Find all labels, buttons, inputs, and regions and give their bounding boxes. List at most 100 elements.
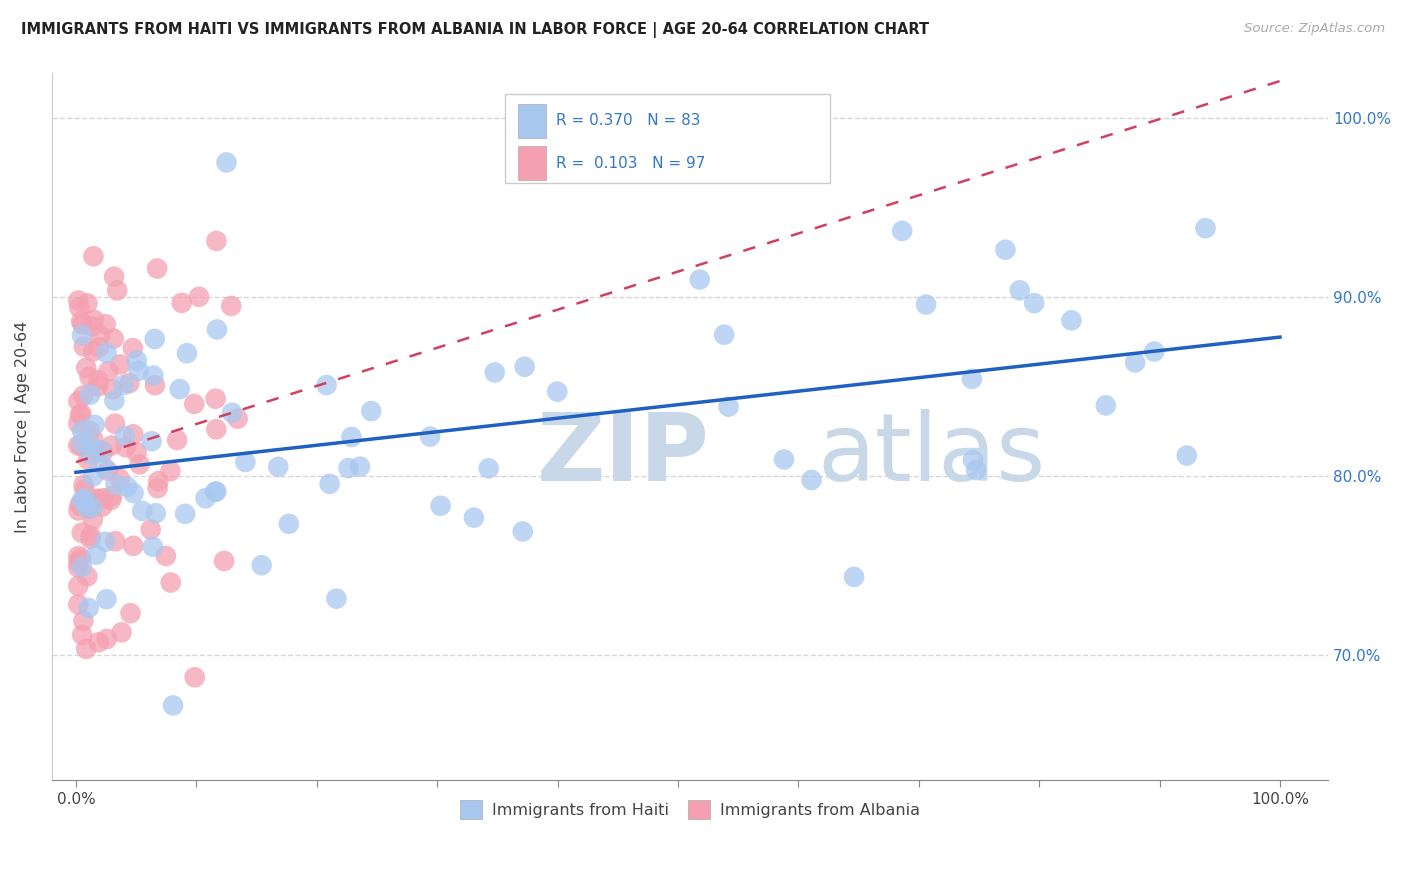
Point (87, 373, 110, 387)
Point (773, 452, 796, 467)
Point (139, 523, 162, 537)
Point (115, 480, 138, 494)
Point (141, 434, 163, 449)
Point (318, 476, 340, 491)
Point (69, 408, 91, 422)
Point (79, 501, 101, 516)
Point (315, 378, 337, 392)
Point (122, 539, 145, 553)
Point (70, 525, 93, 540)
Point (842, 570, 865, 584)
FancyBboxPatch shape (517, 103, 546, 137)
Point (188, 290, 211, 304)
Text: Source: ZipAtlas.com: Source: ZipAtlas.com (1244, 22, 1385, 36)
Point (67, 560, 90, 574)
Point (70, 314, 93, 328)
Point (146, 481, 169, 495)
Point (67, 394, 90, 409)
Point (1143, 344, 1166, 359)
Point (70, 438, 93, 452)
Point (67, 438, 90, 452)
Point (337, 461, 360, 475)
Point (143, 332, 166, 346)
Point (82, 500, 104, 515)
Point (75, 360, 97, 375)
Point (87, 379, 110, 393)
Point (91, 500, 114, 514)
Point (104, 477, 127, 491)
Point (155, 549, 177, 563)
Point (174, 507, 197, 521)
Point (215, 155, 238, 169)
Point (484, 366, 506, 380)
Point (101, 382, 124, 396)
Point (67, 301, 90, 315)
Point (96, 592, 118, 607)
Point (70, 500, 93, 514)
Point (97, 364, 120, 378)
Point (962, 453, 984, 467)
Point (70, 551, 93, 566)
Point (76, 500, 98, 515)
Point (94, 461, 117, 475)
Point (101, 489, 124, 503)
Point (512, 524, 534, 539)
Y-axis label: In Labor Force | Age 20-64: In Labor Force | Age 20-64 (15, 320, 31, 533)
Text: atlas: atlas (818, 409, 1046, 500)
Point (131, 504, 153, 518)
Point (513, 359, 536, 374)
Point (72, 318, 94, 332)
Point (82, 513, 104, 527)
Point (194, 491, 217, 506)
Point (118, 376, 141, 390)
Point (77, 601, 100, 615)
Point (162, 698, 184, 713)
Point (80, 319, 103, 334)
Point (94, 534, 117, 549)
Point (105, 284, 128, 298)
Point (87, 444, 110, 458)
Point (73, 339, 96, 353)
Point (170, 296, 193, 310)
Point (994, 243, 1017, 257)
Point (103, 332, 125, 346)
Point (148, 475, 170, 489)
Point (205, 422, 228, 436)
Point (67, 503, 90, 517)
Point (159, 464, 181, 478)
Point (114, 429, 136, 443)
Point (69, 498, 91, 512)
Point (93, 491, 115, 506)
Point (965, 463, 987, 477)
Point (146, 261, 169, 276)
Point (1094, 398, 1116, 412)
Point (713, 327, 735, 342)
Point (122, 427, 145, 442)
Point (82, 433, 104, 447)
Point (79, 388, 101, 402)
Point (70, 424, 93, 438)
Point (110, 625, 132, 640)
Point (219, 299, 242, 313)
Point (204, 392, 226, 406)
Point (80, 448, 103, 462)
Point (183, 397, 205, 411)
Point (1008, 283, 1031, 297)
Point (1060, 313, 1083, 327)
Point (96, 632, 118, 646)
Point (891, 224, 914, 238)
Point (205, 234, 228, 248)
Point (325, 591, 347, 606)
Point (82, 249, 104, 263)
Point (360, 404, 382, 418)
Point (108, 358, 131, 372)
Point (429, 499, 451, 513)
Point (87, 491, 110, 506)
Point (128, 364, 150, 378)
Point (83, 312, 105, 326)
Point (250, 558, 273, 573)
Text: R =  0.103   N = 97: R = 0.103 N = 97 (555, 155, 706, 170)
Point (82, 469, 104, 483)
Point (717, 400, 740, 414)
Point (77, 452, 100, 467)
